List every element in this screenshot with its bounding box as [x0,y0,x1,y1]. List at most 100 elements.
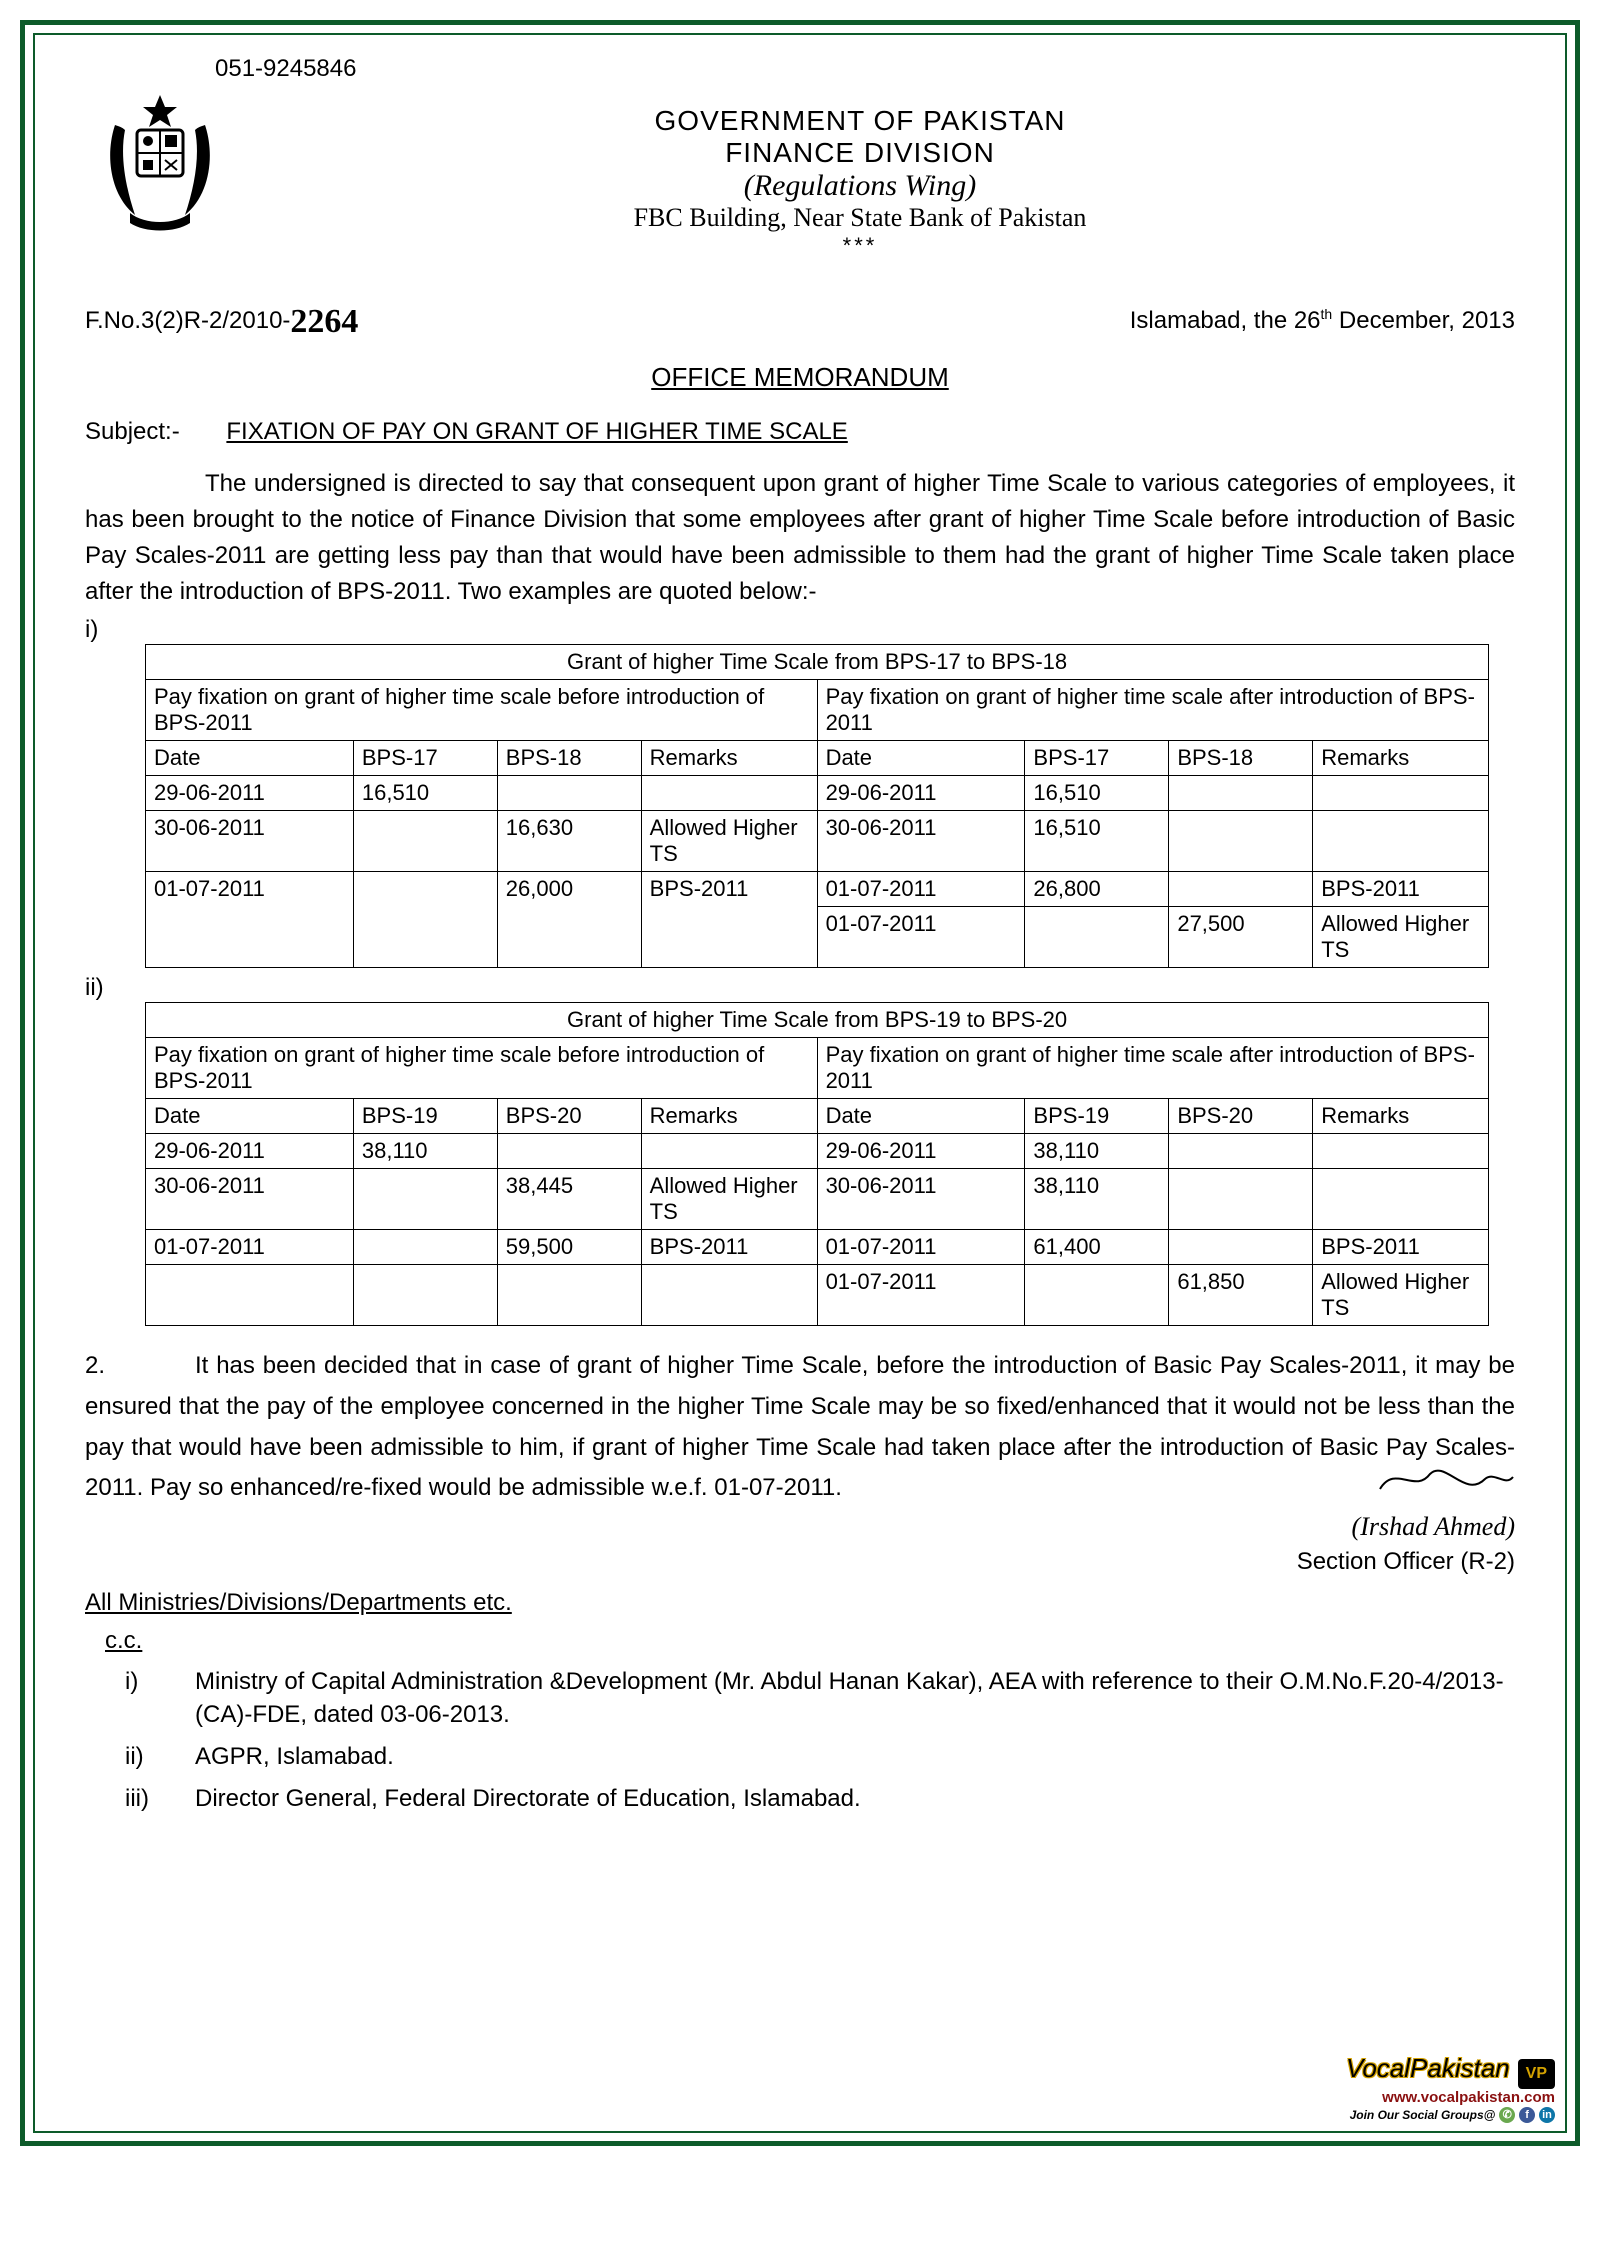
cc-marker: i) [125,1665,195,1732]
td: 16,510 [1025,776,1169,811]
file-number: F.No.3(2)R-2/2010-2264 [85,299,358,337]
td [1313,811,1489,872]
td [1169,872,1313,907]
para2-number: 2. [85,1346,195,1387]
td: 38,445 [497,1169,641,1230]
td: 01-07-2011 [146,1230,354,1265]
th: BPS-18 [497,741,641,776]
phone-number: 051-9245846 [215,55,356,83]
td [641,1134,817,1169]
td [1313,1134,1489,1169]
td: 29-06-2011 [817,1134,1025,1169]
td: 29-06-2011 [146,776,354,811]
table2-left-caption: Pay fixation on grant of higher time sca… [146,1038,818,1099]
th: BPS-19 [1025,1099,1169,1134]
table-2: Grant of higher Time Scale from BPS-19 t… [145,1002,1489,1326]
th: Remarks [641,741,817,776]
td: 30-06-2011 [817,1169,1025,1230]
td: 61,400 [1025,1230,1169,1265]
td: Allowed Higher TS [641,1169,817,1230]
header-line-1: GOVERNMENT OF PAKISTAN [205,105,1515,137]
th: BPS-19 [353,1099,497,1134]
td: 38,110 [1025,1134,1169,1169]
place-date: Islamabad, the 26th December, 2013 [1130,306,1515,335]
header-line-4: FBC Building, Near State Bank of Pakista… [205,203,1515,233]
table-row: 29-06-2011 16,510 29-06-2011 16,510 [146,776,1489,811]
table-row: 29-06-2011 38,110 29-06-2011 38,110 [146,1134,1489,1169]
cc-text: AGPR, Islamabad. [195,1740,394,1774]
marker-ii: ii) [85,974,1515,1002]
social-icon-2: f [1519,2107,1535,2123]
td: 16,510 [353,776,497,811]
signature-title: Section Officer (R-2) [1297,1548,1515,1575]
td: 29-06-2011 [817,776,1025,811]
table1-caption: Grant of higher Time Scale from BPS-17 t… [146,645,1489,680]
td [1313,1169,1489,1230]
para-1: The undersigned is directed to say that … [85,466,1515,610]
td [353,1265,497,1326]
td [641,776,817,811]
cc-text: Ministry of Capital Administration &Deve… [195,1665,1515,1732]
td [146,1265,354,1326]
td [497,1134,641,1169]
td [1169,1134,1313,1169]
td: 01-07-2011 [146,872,354,968]
td [641,1265,817,1326]
td [1169,1169,1313,1230]
td: 30-06-2011 [817,811,1025,872]
watermark-brand: VocalPakistan [1346,2053,1510,2084]
td [1313,776,1489,811]
table-row: 30-06-2011 38,445 Allowed Higher TS 30-0… [146,1169,1489,1230]
td: 16,510 [1025,811,1169,872]
th: BPS-18 [1169,741,1313,776]
inner-border: 051-9245846 GOVERNMENT OF PAKISTAN FINAN… [33,33,1567,2133]
th: BPS-20 [497,1099,641,1134]
watermark: VocalPakistan VP www.vocalpakistan.com J… [1346,2053,1555,2123]
td: 29-06-2011 [146,1134,354,1169]
list-item: i) Ministry of Capital Administration &D… [125,1665,1515,1732]
td: Allowed Higher TS [1313,1265,1489,1326]
table2-header-row: Date BPS-19 BPS-20 Remarks Date BPS-19 B… [146,1099,1489,1134]
th: Date [146,741,354,776]
td: 01-07-2011 [817,872,1025,907]
file-no-prefix: F.No.3(2)R-2/2010- [85,307,290,334]
cc-marker: iii) [125,1782,195,1816]
td: Allowed Higher TS [641,811,817,872]
list-item: ii) AGPR, Islamabad. [125,1740,1515,1774]
td: BPS-2011 [641,1230,817,1265]
td [1169,811,1313,872]
cc-marker: ii) [125,1740,195,1774]
watermark-url: www.vocalpakistan.com [1382,2089,1555,2106]
header-line-2: FINANCE DIVISION [205,137,1515,169]
th: Remarks [1313,741,1489,776]
social-icon-1: ✆ [1499,2107,1515,2123]
signature-icon [1375,1459,1515,1499]
th: Date [817,1099,1025,1134]
th: Date [817,741,1025,776]
td [353,811,497,872]
td [497,1265,641,1326]
file-no-handwritten: 2264 [290,303,358,341]
cc-label: c.c. [105,1627,1515,1655]
subject-row: Subject:- FIXATION OF PAY ON GRANT OF HI… [85,418,1515,446]
th: BPS-17 [353,741,497,776]
table2-right-caption: Pay fixation on grant of higher time sca… [817,1038,1489,1099]
reference-row: F.No.3(2)R-2/2010-2264 Islamabad, the 26… [85,299,1515,337]
td: 59,500 [497,1230,641,1265]
td: 38,110 [1025,1169,1169,1230]
td: BPS-2011 [1313,872,1489,907]
outer-border: 051-9245846 GOVERNMENT OF PAKISTAN FINAN… [20,20,1580,2146]
td [1169,1230,1313,1265]
date-prefix: Islamabad, the 26 [1130,307,1321,334]
td: 26,800 [1025,872,1169,907]
pakistan-emblem-icon [95,85,225,235]
date-sup: th [1321,306,1333,322]
header-line-3: (Regulations Wing) [205,169,1515,203]
subject-label: Subject:- [85,418,180,445]
table-row: 01-07-2011 61,850 Allowed Higher TS [146,1265,1489,1326]
td [1025,1265,1169,1326]
th: BPS-20 [1169,1099,1313,1134]
header-stars: *** [205,233,1515,259]
td: 38,110 [353,1134,497,1169]
table2-caption: Grant of higher Time Scale from BPS-19 t… [146,1003,1489,1038]
